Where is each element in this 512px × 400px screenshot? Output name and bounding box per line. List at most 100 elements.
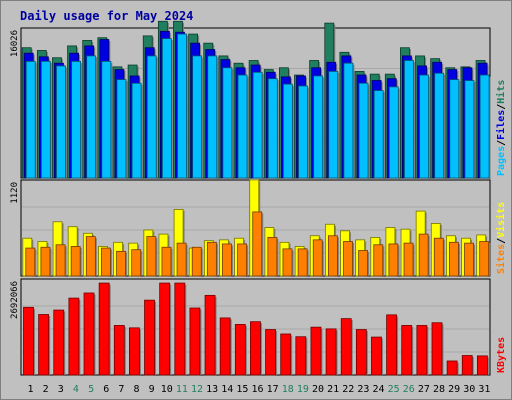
bar-kbytes-day-22 [340, 318, 353, 376]
bar-pages-day-16 [252, 71, 264, 179]
bar-sites-day-14-body [222, 243, 232, 277]
bar-sites-day-26-body [403, 242, 414, 277]
bar-pages-day-13 [207, 55, 219, 179]
bar-sites-day-6 [101, 247, 112, 277]
bar-pages-day-8-body [131, 82, 142, 179]
legend-item: Files [495, 110, 507, 140]
bar-pages-day-30 [464, 80, 476, 179]
bar-pages-day-7 [116, 79, 128, 179]
bar-kbytes-day-20-body [310, 326, 322, 376]
bar-sites-day-16 [252, 211, 264, 277]
bar-sites-day-16-body [252, 211, 263, 277]
bar-pages-day-19-body [298, 85, 308, 179]
bar-pages-day-6 [101, 60, 113, 179]
bar-kbytes-day-21-body [325, 328, 337, 376]
bar-sites-day-5-body [85, 236, 96, 277]
bar-sites-day-14 [222, 243, 233, 277]
bar-kbytes-day-27 [416, 325, 429, 376]
bar-sites-day-29 [449, 241, 460, 277]
bar-sites-day-3 [55, 244, 67, 277]
bar-sites-day-7 [116, 250, 128, 277]
bar-sites-day-2 [40, 246, 52, 277]
bar-kbytes-day-14-body [219, 317, 231, 376]
bar-kbytes-day-28 [431, 322, 444, 376]
x-label-day-22: 22 [342, 384, 354, 395]
bar-kbytes-day-31 [476, 355, 489, 376]
bar-pages-day-12-body [192, 55, 203, 179]
x-label-day-21: 21 [327, 384, 339, 395]
bar-pages-day-14-body [222, 67, 233, 179]
x-label-day-4: 4 [73, 384, 79, 395]
bar-kbytes-day-23 [355, 329, 368, 376]
bar-pages-day-4 [71, 60, 83, 179]
bar-pages-day-3-body [56, 65, 66, 179]
bar-pages-day-30-body [464, 80, 475, 179]
bar-kbytes-day-26-body [401, 325, 413, 376]
bar-pages-day-22-body [343, 62, 354, 179]
bar-pages-day-8 [131, 82, 143, 179]
bar-sites-day-23-body [358, 250, 369, 277]
bar-sites-day-8-body [131, 249, 142, 277]
x-label-day-8: 8 [133, 384, 139, 395]
bar-pages-day-26-body [404, 60, 414, 179]
bar-sites-day-9 [146, 236, 158, 277]
bar-kbytes-day-24-body [371, 336, 382, 376]
bar-pages-day-24-body [373, 90, 384, 179]
bar-kbytes-day-16 [250, 321, 262, 376]
bar-sites-day-2-body [40, 246, 51, 277]
x-label-day-14: 14 [221, 384, 233, 395]
bar-pages-day-11-body [177, 33, 187, 179]
bar-kbytes-day-31-body [476, 355, 488, 376]
legend-item: / [496, 104, 507, 110]
bar-kbytes-day-15-body [234, 324, 246, 376]
bar-pages-day-12 [192, 55, 204, 179]
bar-kbytes-day-30 [461, 355, 474, 376]
bar-pages-day-19 [298, 85, 310, 179]
bar-kbytes-day-7-body [113, 325, 125, 376]
bar-kbytes-day-21 [325, 328, 338, 376]
bar-pages-day-15-body [237, 74, 248, 179]
bar-pages-day-25-body [388, 86, 399, 179]
bar-sites-day-24-body [373, 244, 384, 277]
x-label-day-16: 16 [251, 384, 263, 395]
bar-sites-day-10-body [161, 246, 172, 277]
bar-kbytes-day-6-body [98, 282, 110, 376]
bar-sites-day-10 [161, 246, 173, 277]
bar-pages-day-13-body [207, 55, 218, 179]
bar-sites-day-3-body [55, 244, 66, 277]
legend-item: / [496, 140, 507, 146]
bar-pages-day-29 [449, 79, 461, 179]
bar-pages-day-23 [358, 82, 370, 179]
x-label-day-12: 12 [191, 384, 203, 395]
x-label-day-7: 7 [118, 384, 124, 395]
bar-sites-day-1 [25, 247, 37, 277]
bar-sites-day-28 [433, 237, 445, 277]
bar-pages-day-27 [419, 74, 431, 179]
bar-sites-day-4-body [70, 246, 81, 277]
bar-pages-day-22 [343, 62, 355, 179]
bar-kbytes-day-28-body [431, 322, 443, 376]
legend-visits-sites: Sites/Visits [495, 202, 507, 274]
bar-kbytes-day-30-body [461, 355, 473, 376]
legend-item: Pages [496, 146, 507, 176]
bar-pages-day-27-body [419, 74, 429, 179]
bar-sites-day-11 [176, 242, 188, 277]
bar-sites-day-29-body [449, 241, 459, 277]
bar-kbytes-day-15 [234, 324, 247, 376]
bar-pages-day-18-body [282, 83, 293, 179]
bar-pages-day-6-body [101, 60, 112, 179]
bar-sites-day-12-body [191, 246, 202, 277]
panel-visits-sites: 1120 Sites/Visits [10, 179, 507, 277]
bar-pages-day-28-body [434, 72, 445, 179]
bar-sites-day-22 [343, 241, 355, 277]
bar-kbytes-day-24 [371, 336, 383, 376]
bar-pages-day-21 [328, 71, 340, 179]
bar-sites-day-18-body [282, 248, 293, 277]
x-label-day-29: 29 [448, 384, 460, 395]
bar-sites-day-31-body [479, 241, 490, 277]
bar-pages-day-3 [56, 65, 67, 179]
bar-sites-day-21-body [327, 235, 338, 277]
bar-kbytes-day-18-body [280, 333, 292, 376]
